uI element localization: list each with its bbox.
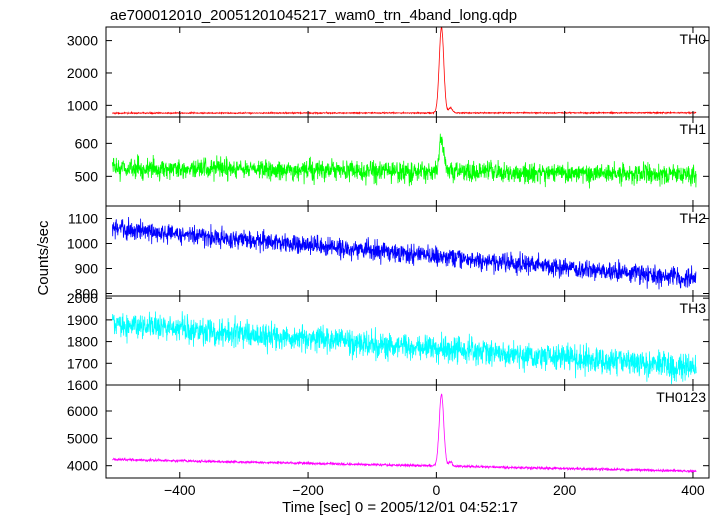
y-tick-label: 1700: [67, 355, 98, 371]
series-line-th3: [112, 311, 697, 385]
panel-label-th0123: TH0123: [656, 389, 706, 405]
y-tick-label: 6000: [67, 403, 98, 419]
panel-th2: 800 900 1000 1100 TH2: [67, 205, 710, 302]
x-axis-label: Time [sec] 0 = 2005/12/01 04:52:17: [282, 499, 518, 516]
y-tick-label: 600: [75, 135, 99, 151]
x-tick-label: −400: [164, 482, 196, 498]
series-line-th0123: [112, 393, 697, 474]
figure-title: ae700012010_20051201045217_wam0_trn_4ban…: [110, 7, 517, 24]
y-tick-label: 1800: [67, 334, 98, 350]
y-tick-label: 1100: [68, 211, 98, 227]
panel-th0123: 4000 5000 6000 TH0123: [67, 384, 710, 479]
panel-frame: [105, 116, 710, 207]
y-tick-label: 500: [75, 168, 99, 184]
y-axis-label: Counts/sec: [35, 220, 52, 296]
series-line-th2: [112, 216, 697, 290]
y-tick-label: 900: [75, 261, 99, 277]
x-tick-label: 200: [553, 482, 577, 498]
panel-th1: 500 600 TH1: [75, 116, 710, 207]
y-tick-label: 1900: [67, 312, 98, 328]
panel-label-th3: TH3: [680, 300, 707, 316]
panel-th3: 1600 1700 1800 1900 2000 TH3: [67, 290, 710, 393]
panel-frame: [105, 384, 710, 479]
y-tick-label: 800: [75, 286, 99, 302]
y-tick-label: 1000: [67, 97, 98, 113]
y-tick-label: 4000: [67, 458, 98, 474]
panel-label-th0: TH0: [680, 31, 707, 47]
y-tick-label: 2000: [67, 65, 98, 81]
series-line-th0: [112, 27, 697, 116]
panel-frame: [105, 26, 710, 118]
y-tick-label: 1000: [67, 236, 98, 252]
x-tick-label: −200: [292, 482, 324, 498]
y-tick-label: 5000: [67, 430, 98, 446]
y-tick-label: 1600: [67, 377, 98, 393]
panel-label-th2: TH2: [680, 210, 707, 226]
panel-th0: 1000 2000 3000 TH0: [67, 26, 710, 118]
y-tick-label: 3000: [67, 33, 98, 49]
x-tick-label: 400: [681, 482, 705, 498]
y-tick-label: 2000: [67, 290, 98, 306]
x-tick-label: 0: [432, 482, 440, 498]
panel-label-th1: TH1: [680, 121, 707, 137]
series-line-th1: [112, 133, 697, 189]
panel-frame: [105, 295, 710, 386]
